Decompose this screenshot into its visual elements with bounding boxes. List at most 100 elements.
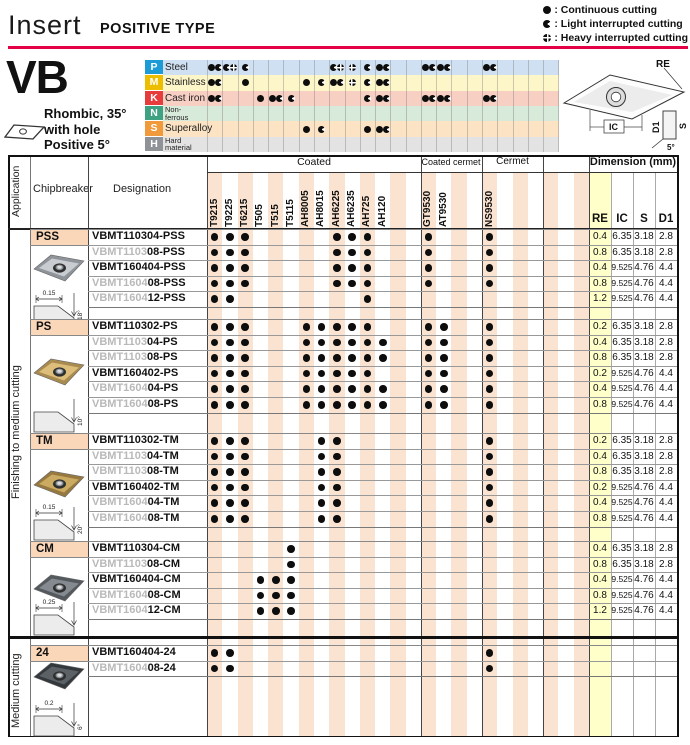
availability-dot [348,401,356,409]
dim-value: 0.4 [593,450,607,462]
designation: VBMT160408-PSS [92,276,186,292]
column-stripe [451,172,467,737]
availability-dot [271,607,280,615]
group-header-dimension: Dimension (mm) [589,156,677,168]
availability-dot [378,401,387,409]
dim-value: 1.2 [593,605,607,617]
designation: VBMT110302-TM [92,433,179,449]
dim-value: 6.35 [612,231,632,242]
availability-dot [363,369,372,378]
availability-dot [333,369,341,378]
table-hline [88,556,677,558]
table-vline [589,155,590,737]
matrix-gridline [482,60,484,153]
dim-value: 4.76 [634,293,654,305]
availability-dot [424,264,433,272]
dim-value: 0.8 [593,589,607,601]
designation: VBMT110308-CM [92,557,180,573]
availability-dot [241,248,249,257]
availability-dot [333,401,341,409]
dim-value: 3.18 [634,336,654,348]
symbol-light-cutting [241,64,249,72]
matrix-gridline [344,60,346,153]
symbol-cont-cutting [482,94,490,102]
matrix-gridline [420,60,422,153]
availability-dot [241,279,249,288]
symbol-heavy-cutting [336,64,344,72]
insert-photo [33,254,85,282]
column-stripe [420,172,437,737]
symbol-cont-cutting [421,64,429,72]
dim-value: 0.4 [593,543,607,554]
designation-main: 04-TM [147,449,179,462]
product-description: Rhombic, 35° with hole Positive 5° [44,106,127,153]
dim-value: 1.2 [593,293,607,305]
table-vline [677,155,679,737]
matrix-gridline [359,60,361,153]
matrix-gridline [207,60,208,153]
table-vline [8,155,10,737]
material-name: Non-ferrous [165,105,189,122]
availability-dot [333,233,341,241]
designation-prefix: VBMT1103 [92,465,148,478]
page-subtitle: POSITIVE TYPE [100,21,216,37]
availability-dot [440,369,448,378]
table-hline [30,433,677,434]
insert-photo [33,574,85,602]
dim-value: 0.2 [593,435,607,446]
availability-dot [241,354,249,362]
availability-dot [333,452,341,461]
designation-main: VBMT160402-TM [92,480,180,493]
availability-dot [210,468,219,476]
symbol-light-cutting [489,64,497,72]
availability-dot [333,515,341,523]
grade-column-label: T9215 [208,198,220,227]
dim-value: 9.525 [611,293,633,304]
grade-column-label: T515 [269,204,281,227]
dim-value: 9.525 [611,605,633,616]
availability-dot [348,323,356,331]
material-availability-cell [345,75,360,90]
drawing-dim-label: 0.15 [43,504,56,511]
availability-dot [317,499,326,507]
material-row-bg [163,106,559,122]
availability-dot [348,233,356,241]
dim-value: 0.8 [593,246,607,258]
availability-dot [485,338,494,347]
designation: VBMT160412-PSS [92,291,186,307]
dim-value: 0.8 [593,277,607,289]
grade-column-label: AT9530 [437,192,449,227]
table-hline [88,676,677,678]
dim-value: 4.76 [634,399,654,410]
availability-dot [210,664,219,673]
matrix-gridline [329,60,331,153]
availability-dot [287,545,295,553]
symbol-light-cutting [428,64,436,72]
dim-value: 6.35 [612,321,632,332]
dim-value: 4.4 [659,277,673,289]
application-header: Application [10,165,22,217]
dim-value: 4.76 [634,383,654,395]
material-availability-cell [375,75,390,90]
designation-main: VBMT160404-PSS [92,261,186,274]
material-availability-cell [375,91,390,106]
availability-dot [485,248,494,257]
grade-column-label: T9225 [223,198,235,227]
availability-dot [348,354,356,362]
table-hline [88,572,677,574]
symbol-cont-cutting [375,125,383,133]
column-stripe [359,172,376,737]
legend-item: : Continuous cutting [543,3,688,17]
availability-dot [317,338,326,347]
material-availability-cell [329,60,344,75]
availability-dot [333,437,341,445]
availability-dot [333,468,341,476]
table-hline [88,511,677,512]
symbol-light-cutting [318,125,326,133]
designation-prefix: VBMT1103 [92,351,148,364]
grade-column-label: AH120 [376,195,388,227]
designation-prefix: VBMT1604 [92,496,148,509]
availability-dot [287,591,295,600]
cutting-legend: : Continuous cutting: Light interrupted … [543,3,688,45]
table-hline [30,229,677,230]
